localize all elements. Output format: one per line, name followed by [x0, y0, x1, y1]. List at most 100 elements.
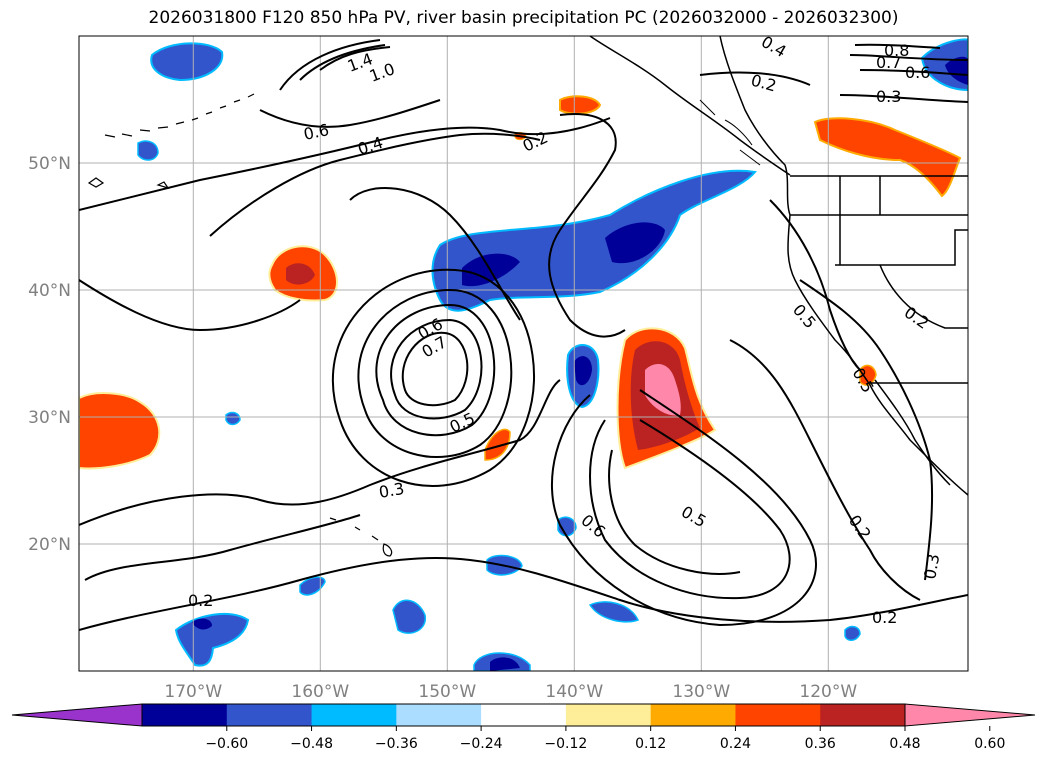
contour-label: 0.7: [876, 53, 901, 72]
contour-label: 0.8: [884, 41, 909, 60]
colorbar-segment: [565, 704, 652, 726]
small-island-1: [87, 177, 105, 188]
latitude-labels: 50°N 40°N 30°N 20°N: [28, 154, 71, 555]
colorbar-tick-label: 0.48: [889, 736, 920, 752]
contour-label: 0.3: [920, 552, 943, 580]
neg-region-small-s8: [844, 625, 861, 641]
pos-region-small-midpac: [484, 428, 511, 461]
colorbar-tick-label: −0.24: [460, 736, 503, 752]
state-border-5: [879, 264, 968, 329]
lat-tick-label: 20°N: [28, 535, 71, 555]
pv-contours: [79, 39, 968, 631]
lon-tick-label: 130°W: [672, 682, 730, 702]
colorbar-tick-label: 0.60: [974, 736, 1005, 752]
coastlines: [589, 36, 968, 496]
contour-0.5-ring: [357, 288, 513, 459]
colorbar-extend-low: [11, 703, 143, 727]
contour-label: 0.3: [377, 479, 405, 502]
state-border-2: [835, 229, 968, 266]
north-america-coast: [719, 36, 968, 496]
neg-region-aleutian-west: [150, 42, 224, 82]
pos-region-gulf-small: [559, 95, 602, 115]
graticule: [79, 36, 968, 671]
contour-0.3-gulf: [839, 94, 968, 103]
map-content: 0.2 0.2 0.2 0.2 0.2 0.2 0.3 0.3 0.3 0.4 …: [79, 36, 968, 671]
neg-region-northpacific-core2: [605, 222, 665, 264]
colorbar-tick-label: −0.48: [290, 736, 333, 752]
map-background: [79, 36, 968, 671]
colorbar-tick-label: 0.36: [805, 736, 836, 752]
contour-0.6-north: [259, 99, 441, 128]
contour-0.5-east-1: [551, 389, 817, 627]
longitude-labels: 170°W 160°W 150°W 140°W 130°W 120°W: [164, 682, 857, 702]
colorbar-tick-label: 0.24: [720, 736, 751, 752]
contour-north-3: [319, 46, 391, 71]
pos-region-160w-40n-core: [286, 263, 315, 285]
lat-tick-label: 40°N: [28, 281, 71, 301]
contour-label: 0.2: [872, 608, 897, 627]
contour-0.5-east-3: [608, 449, 741, 575]
contour-0.2-south: [79, 556, 968, 631]
neg-region-small-w2: [225, 411, 241, 426]
contour-0.8-gulf: [854, 43, 941, 49]
contour-0.6-gulf: [859, 69, 968, 76]
contour-0.2-bc: [769, 199, 861, 371]
bc-coast-islands: [699, 99, 761, 166]
contour-0.7-ring: [390, 318, 483, 420]
contour-north-2: [299, 44, 386, 81]
neg-region-south4-core: [490, 657, 520, 671]
baja-peninsula: [874, 379, 951, 486]
lat-tick-label: 30°N: [28, 408, 71, 428]
pos-region-baja: [859, 364, 877, 386]
neg-region-small-s6: [299, 576, 326, 596]
contour-0.2-mid: [548, 113, 626, 338]
colorbar-tick-label: −0.12: [544, 736, 587, 752]
neg-region-small-w1: [137, 140, 159, 161]
aleutian-islands: [104, 93, 255, 138]
neg-region-midpac-core: [574, 356, 592, 386]
contour-0.2-east: [729, 339, 921, 601]
contour-0.3-east: [799, 279, 934, 581]
hawaii-islands: [329, 517, 393, 557]
alaska-panhandle: [589, 36, 791, 176]
contour-label: 0.2: [188, 591, 213, 610]
colorbar-segment: [481, 704, 567, 726]
contour-0.3-mid: [349, 187, 521, 321]
lon-tick-label: 120°W: [799, 682, 857, 702]
contour-label: 0.3: [876, 87, 901, 106]
islands: [87, 93, 393, 557]
lat-tick-label: 50°N: [28, 154, 71, 174]
neg-region-south1-core: [192, 618, 212, 630]
contour-0.4-ring: [331, 268, 535, 487]
colorbar-frame: [141, 703, 906, 727]
contour-0.3-long: [79, 379, 561, 526]
pos-region-bc: [813, 117, 962, 198]
contour-0.7-gulf: [849, 54, 968, 61]
contour-0.4-north: [209, 132, 541, 237]
pos-region-west-30n: [79, 392, 161, 470]
neg-region-gulf-core: [945, 56, 968, 85]
contour-0.2-midnorth: [79, 117, 611, 211]
neg-region-south1: [174, 613, 250, 667]
lon-tick-label: 150°W: [418, 682, 476, 702]
neg-region-south3: [588, 601, 640, 623]
contour-north-1: [279, 39, 381, 91]
lon-tick-label: 140°W: [545, 682, 603, 702]
map-frame: [78, 35, 969, 672]
small-island-2: [156, 181, 170, 190]
contour-0.2-gulf: [699, 71, 811, 86]
contour-0.2-southwest: [84, 514, 361, 581]
colorbar-segment: [142, 704, 228, 726]
colorbar-tick-label: 0.12: [635, 736, 666, 752]
colorbar-tick-label: −0.60: [205, 736, 248, 752]
colorbar: −0.60 −0.48 −0.36 −0.24 −0.12 0.12 0.24 0.36 0.4…: [11, 703, 1036, 752]
contour-0.6-ring: [375, 303, 496, 437]
pos-region-east-central-pink: [645, 364, 681, 416]
contour-0.2-west: [79, 279, 301, 332]
chart-title: 2026031800 F120 850 hPa PV, river basin …: [148, 8, 899, 28]
contour-0.6-east-2: [589, 419, 791, 600]
colorbar-segment: [226, 704, 313, 726]
colorbar-segment: [820, 704, 906, 726]
colorbar-extend-high: [904, 703, 1036, 727]
